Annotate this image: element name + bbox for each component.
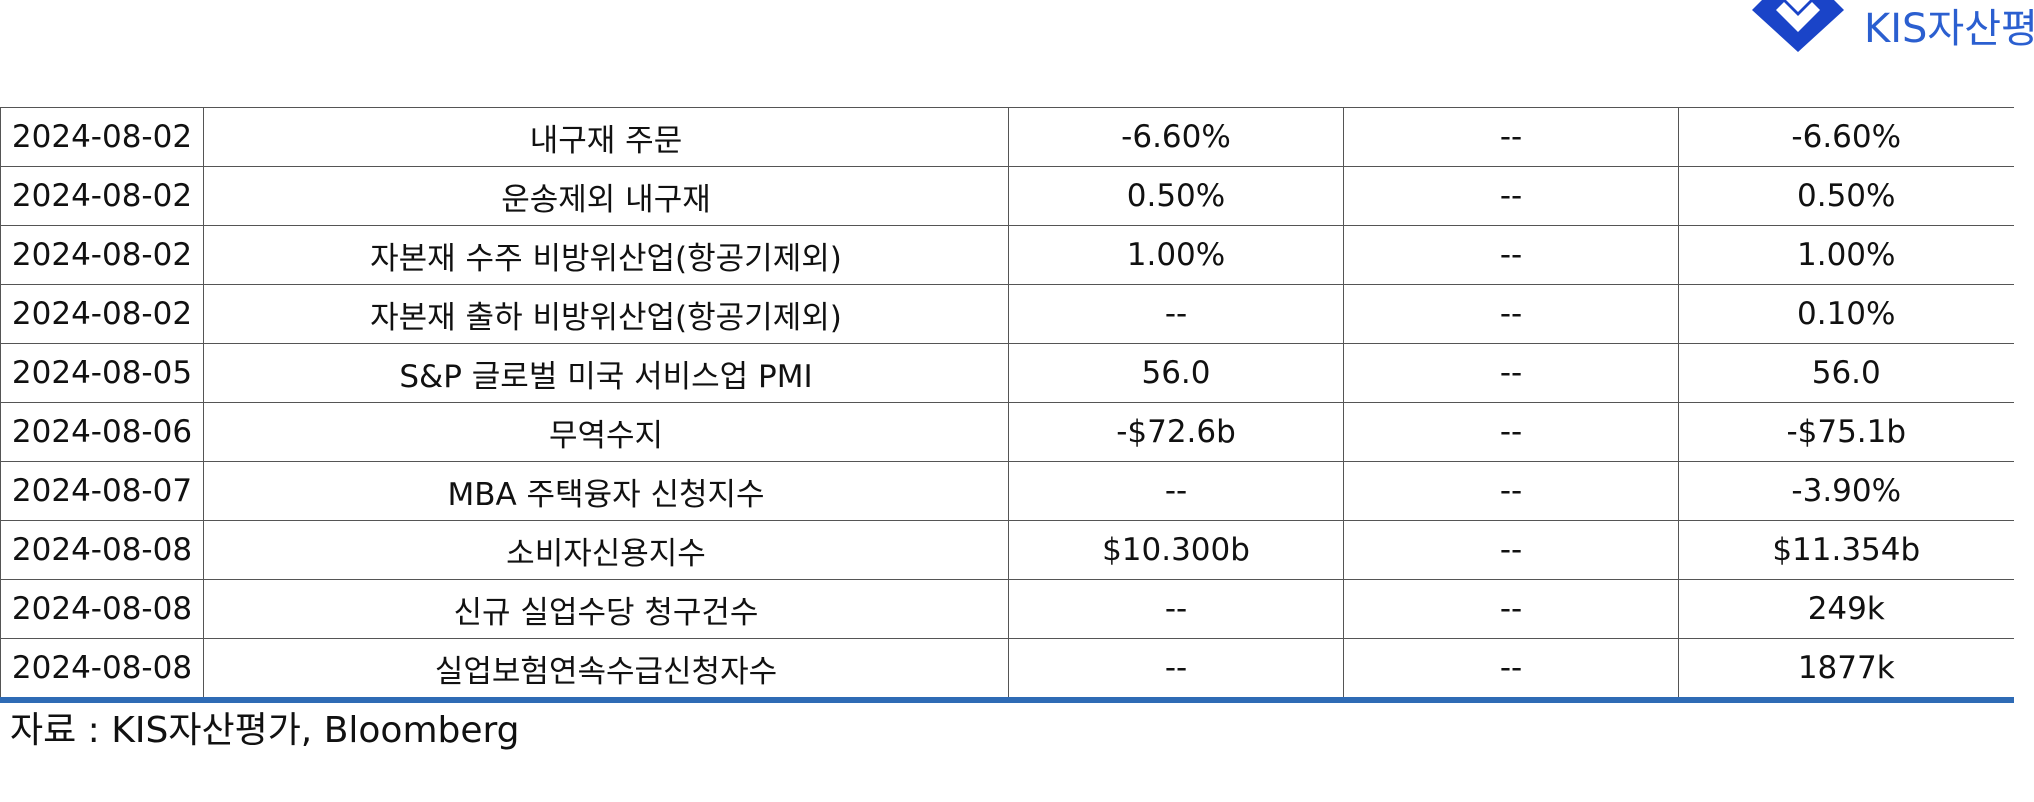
table-row: 2024-08-02 운송제외 내구재 0.50% -- 0.50%	[0, 166, 2014, 226]
value-cell: 1.00%	[1008, 225, 1344, 285]
date-cell: 2024-08-02	[0, 225, 204, 285]
table-row: 2024-08-02 자본재 수주 비방위산업(항공기제외) 1.00% -- …	[0, 225, 2014, 285]
indicator-cell: S&P 글로벌 미국 서비스업 PMI	[203, 343, 1009, 403]
value-cell: --	[1343, 107, 1679, 167]
value-cell: 0.50%	[1008, 166, 1344, 226]
value-cell: --	[1008, 284, 1344, 344]
date-cell: 2024-08-05	[0, 343, 204, 403]
value-cell: --	[1343, 579, 1679, 639]
value-cell: --	[1008, 461, 1344, 521]
date-cell: 2024-08-08	[0, 520, 204, 580]
indicator-cell: 내구재 주문	[203, 107, 1009, 167]
indicator-cell: 신규 실업수당 청구건수	[203, 579, 1009, 639]
value-cell: --	[1008, 638, 1344, 703]
date-cell: 2024-08-02	[0, 107, 204, 167]
value-cell: -$75.1b	[1678, 402, 2014, 462]
value-cell: --	[1343, 638, 1679, 703]
value-cell: -6.60%	[1008, 107, 1344, 167]
table-row: 2024-08-08 실업보험연속수급신청자수 -- -- 1877k	[0, 638, 2014, 703]
value-cell: 1.00%	[1678, 225, 2014, 285]
value-cell: --	[1343, 520, 1679, 580]
table-row: 2024-08-07 MBA 주택융자 신청지수 -- -- -3.90%	[0, 461, 2014, 521]
logo-text: KIS자산평	[1864, 6, 2034, 52]
value-cell: 56.0	[1678, 343, 2014, 403]
date-cell: 2024-08-07	[0, 461, 204, 521]
indicator-cell: 운송제외 내구재	[203, 166, 1009, 226]
value-cell: 1877k	[1678, 638, 2014, 703]
source-note: 자료 : KIS자산평가, Bloomberg	[10, 710, 520, 751]
date-cell: 2024-08-08	[0, 579, 204, 639]
table-row: 2024-08-02 내구재 주문 -6.60% -- -6.60%	[0, 107, 2014, 167]
economic-calendar-table: 2024-08-02 내구재 주문 -6.60% -- -6.60% 2024-…	[0, 107, 2014, 703]
value-cell: -$72.6b	[1008, 402, 1344, 462]
table-row: 2024-08-06 무역수지 -$72.6b -- -$75.1b	[0, 402, 2014, 462]
indicator-cell: 자본재 출하 비방위산업(항공기제외)	[203, 284, 1009, 344]
logo-mark-icon	[1752, 0, 1844, 52]
value-cell: --	[1343, 461, 1679, 521]
table-row: 2024-08-02 자본재 출하 비방위산업(항공기제외) -- -- 0.1…	[0, 284, 2014, 344]
date-cell: 2024-08-02	[0, 284, 204, 344]
value-cell: --	[1008, 579, 1344, 639]
value-cell: 0.10%	[1678, 284, 2014, 344]
date-cell: 2024-08-06	[0, 402, 204, 462]
value-cell: --	[1343, 402, 1679, 462]
value-cell: --	[1343, 166, 1679, 226]
logo: KIS자산평	[1748, 0, 2034, 54]
value-cell: --	[1343, 284, 1679, 344]
value-cell: -6.60%	[1678, 107, 2014, 167]
indicator-cell: 자본재 수주 비방위산업(항공기제외)	[203, 225, 1009, 285]
indicator-cell: 실업보험연속수급신청자수	[203, 638, 1009, 703]
table-body: 2024-08-02 내구재 주문 -6.60% -- -6.60% 2024-…	[0, 107, 2014, 703]
value-cell: -3.90%	[1678, 461, 2014, 521]
indicator-cell: MBA 주택융자 신청지수	[203, 461, 1009, 521]
value-cell: --	[1343, 343, 1679, 403]
value-cell: $10.300b	[1008, 520, 1344, 580]
table-row: 2024-08-08 소비자신용지수 $10.300b -- $11.354b	[0, 520, 2014, 580]
date-cell: 2024-08-08	[0, 638, 204, 703]
value-cell: --	[1343, 225, 1679, 285]
date-cell: 2024-08-02	[0, 166, 204, 226]
value-cell: 56.0	[1008, 343, 1344, 403]
value-cell: 249k	[1678, 579, 2014, 639]
table-row: 2024-08-08 신규 실업수당 청구건수 -- -- 249k	[0, 579, 2014, 639]
value-cell: 0.50%	[1678, 166, 2014, 226]
table-row: 2024-08-05 S&P 글로벌 미국 서비스업 PMI 56.0 -- 5…	[0, 343, 2014, 403]
indicator-cell: 무역수지	[203, 402, 1009, 462]
value-cell: $11.354b	[1678, 520, 2014, 580]
indicator-cell: 소비자신용지수	[203, 520, 1009, 580]
